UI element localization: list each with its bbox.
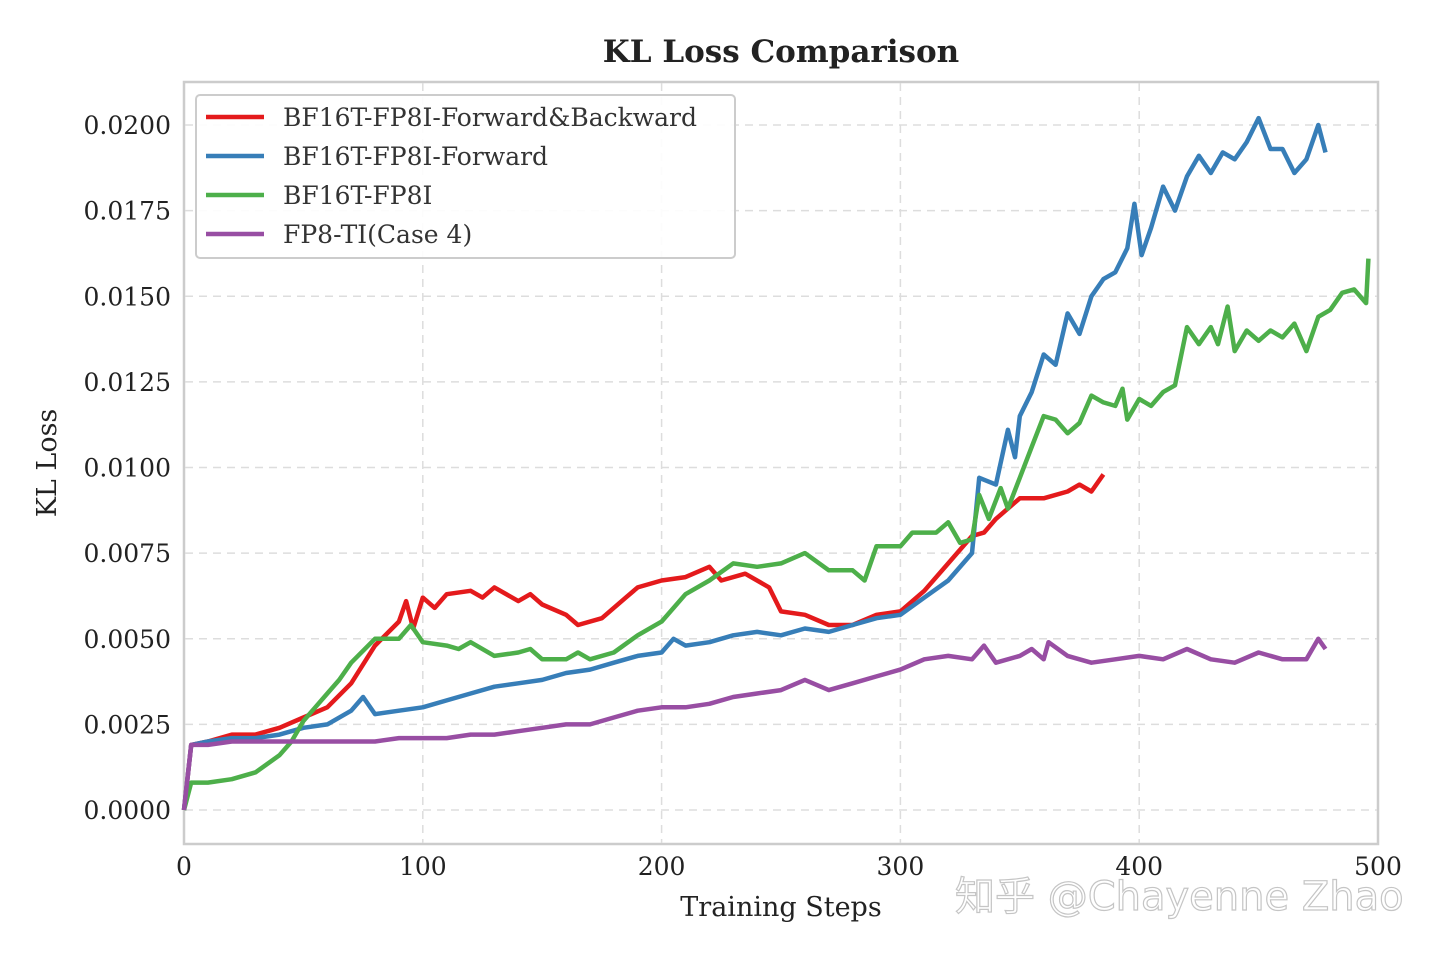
x-tick-label: 400 <box>1115 852 1163 881</box>
y-tick-label: 0.0000 <box>84 796 171 825</box>
series-line-2 <box>181 258 1371 811</box>
y-tick-label: 0.0125 <box>84 368 171 397</box>
x-tick-label: 100 <box>399 852 447 881</box>
x-tick-label: 200 <box>638 852 686 881</box>
y-tick-label: 0.0075 <box>84 539 171 568</box>
legend-label-1: BF16T-FP8I-Forward <box>283 142 548 171</box>
x-tick-label: 0 <box>176 852 192 881</box>
y-tick-label: 0.0050 <box>84 625 171 654</box>
series-line-3 <box>181 636 1328 811</box>
legend-label-3: FP8-TI(Case 4) <box>283 220 472 249</box>
y-tick-label: 0.0200 <box>84 111 171 140</box>
series-line-1 <box>181 115 1328 811</box>
watermark: 知乎 @Chayenne Zhao <box>955 874 1404 920</box>
y-tick-label: 0.0025 <box>84 710 171 739</box>
x-tick-label: 500 <box>1354 852 1402 881</box>
legend-label-0: BF16T-FP8I-Forward&Backward <box>283 103 697 132</box>
y-tick-label: 0.0100 <box>84 454 171 483</box>
legend-label-2: BF16T-FP8I <box>283 181 432 210</box>
x-axis-label: Training Steps <box>680 892 881 923</box>
legend: BF16T-FP8I-Forward&Backward BF16T-FP8I-Fo… <box>195 94 736 259</box>
y-tick-label: 0.0175 <box>84 197 171 226</box>
y-axis-label: KL Loss <box>32 409 63 518</box>
x-tick-label: 300 <box>877 852 925 881</box>
chart-title: KL Loss Comparison <box>603 34 959 70</box>
y-tick-label: 0.0150 <box>84 282 171 311</box>
